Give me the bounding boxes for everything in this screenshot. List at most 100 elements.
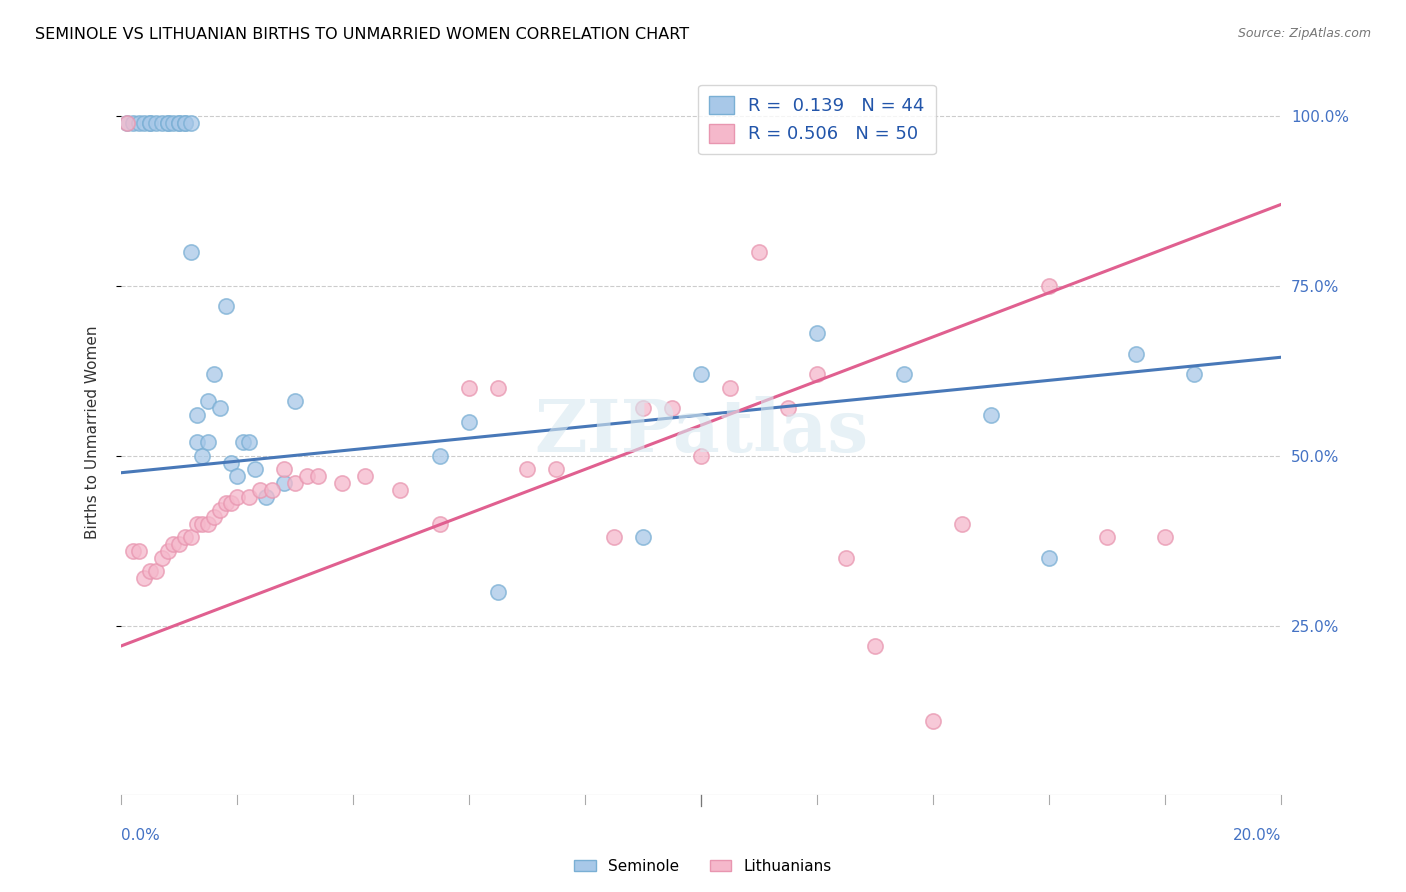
- Point: [145, 116, 167, 130]
- Point: [1154, 530, 1177, 544]
- Text: SEMINOLE VS LITHUANIAN BIRTHS TO UNMARRIED WOMEN CORRELATION CHART: SEMINOLE VS LITHUANIAN BIRTHS TO UNMARRI…: [35, 27, 689, 42]
- Point: [174, 116, 197, 130]
- Point: [273, 462, 295, 476]
- Point: [214, 299, 236, 313]
- Point: [330, 475, 353, 490]
- Point: [835, 550, 858, 565]
- Point: [748, 244, 770, 259]
- Point: [214, 496, 236, 510]
- Point: [273, 475, 295, 490]
- Text: 20.0%: 20.0%: [1233, 828, 1281, 843]
- Point: [631, 401, 654, 416]
- Point: [1125, 347, 1147, 361]
- Point: [174, 530, 197, 544]
- Point: [156, 544, 179, 558]
- Point: [186, 435, 208, 450]
- Point: [121, 544, 143, 558]
- Point: [950, 516, 973, 531]
- Point: [295, 469, 318, 483]
- Point: [221, 456, 243, 470]
- Point: [180, 530, 202, 544]
- Point: [180, 244, 202, 259]
- Point: [307, 469, 329, 483]
- Point: [139, 564, 162, 578]
- Point: [115, 116, 138, 130]
- Point: [718, 381, 741, 395]
- Point: [516, 462, 538, 476]
- Point: [221, 496, 243, 510]
- Point: [922, 714, 945, 728]
- Point: [167, 116, 190, 130]
- Point: [139, 116, 162, 130]
- Point: [661, 401, 683, 416]
- Point: [115, 116, 138, 130]
- Point: [249, 483, 271, 497]
- Point: [806, 326, 828, 341]
- Point: [486, 381, 509, 395]
- Point: [429, 516, 451, 531]
- Point: [690, 368, 713, 382]
- Point: [186, 516, 208, 531]
- Point: [134, 116, 156, 130]
- Point: [893, 368, 915, 382]
- Point: [197, 516, 219, 531]
- Point: [1095, 530, 1118, 544]
- Point: [208, 401, 231, 416]
- Legend: Seminole, Lithuanians: Seminole, Lithuanians: [568, 853, 838, 880]
- Point: [156, 116, 179, 130]
- Point: [226, 490, 249, 504]
- Point: [238, 490, 260, 504]
- Point: [191, 516, 214, 531]
- Point: [1038, 550, 1060, 565]
- Point: [167, 116, 190, 130]
- Point: [202, 509, 225, 524]
- Point: [486, 584, 509, 599]
- Point: [1038, 279, 1060, 293]
- Point: [208, 503, 231, 517]
- Point: [458, 381, 481, 395]
- Point: [174, 116, 197, 130]
- Point: [226, 469, 249, 483]
- Point: [806, 368, 828, 382]
- Legend: R =  0.139   N = 44, R = 0.506   N = 50: R = 0.139 N = 44, R = 0.506 N = 50: [697, 85, 935, 154]
- Point: [145, 564, 167, 578]
- Point: [134, 571, 156, 585]
- Point: [1182, 368, 1205, 382]
- Point: [156, 116, 179, 130]
- Text: 0.0%: 0.0%: [121, 828, 160, 843]
- Point: [167, 537, 190, 551]
- Point: [197, 435, 219, 450]
- Point: [603, 530, 626, 544]
- Point: [353, 469, 375, 483]
- Point: [980, 408, 1002, 422]
- Point: [197, 394, 219, 409]
- Point: [778, 401, 800, 416]
- Point: [429, 449, 451, 463]
- Point: [388, 483, 411, 497]
- Text: Source: ZipAtlas.com: Source: ZipAtlas.com: [1237, 27, 1371, 40]
- Point: [162, 116, 184, 130]
- Point: [121, 116, 143, 130]
- Point: [260, 483, 283, 497]
- Point: [139, 116, 162, 130]
- Point: [631, 530, 654, 544]
- Point: [186, 408, 208, 422]
- Point: [150, 116, 173, 130]
- Point: [690, 449, 713, 463]
- Point: [284, 475, 307, 490]
- Point: [458, 415, 481, 429]
- Point: [162, 537, 184, 551]
- Point: [128, 116, 150, 130]
- Point: [128, 544, 150, 558]
- Point: [232, 435, 254, 450]
- Point: [243, 462, 266, 476]
- Text: ZIPatlas: ZIPatlas: [534, 396, 868, 467]
- Point: [191, 449, 214, 463]
- Point: [180, 116, 202, 130]
- Y-axis label: Births to Unmarried Women: Births to Unmarried Women: [86, 326, 100, 539]
- Point: [546, 462, 568, 476]
- Point: [863, 639, 886, 653]
- Point: [238, 435, 260, 450]
- Point: [150, 550, 173, 565]
- Point: [254, 490, 277, 504]
